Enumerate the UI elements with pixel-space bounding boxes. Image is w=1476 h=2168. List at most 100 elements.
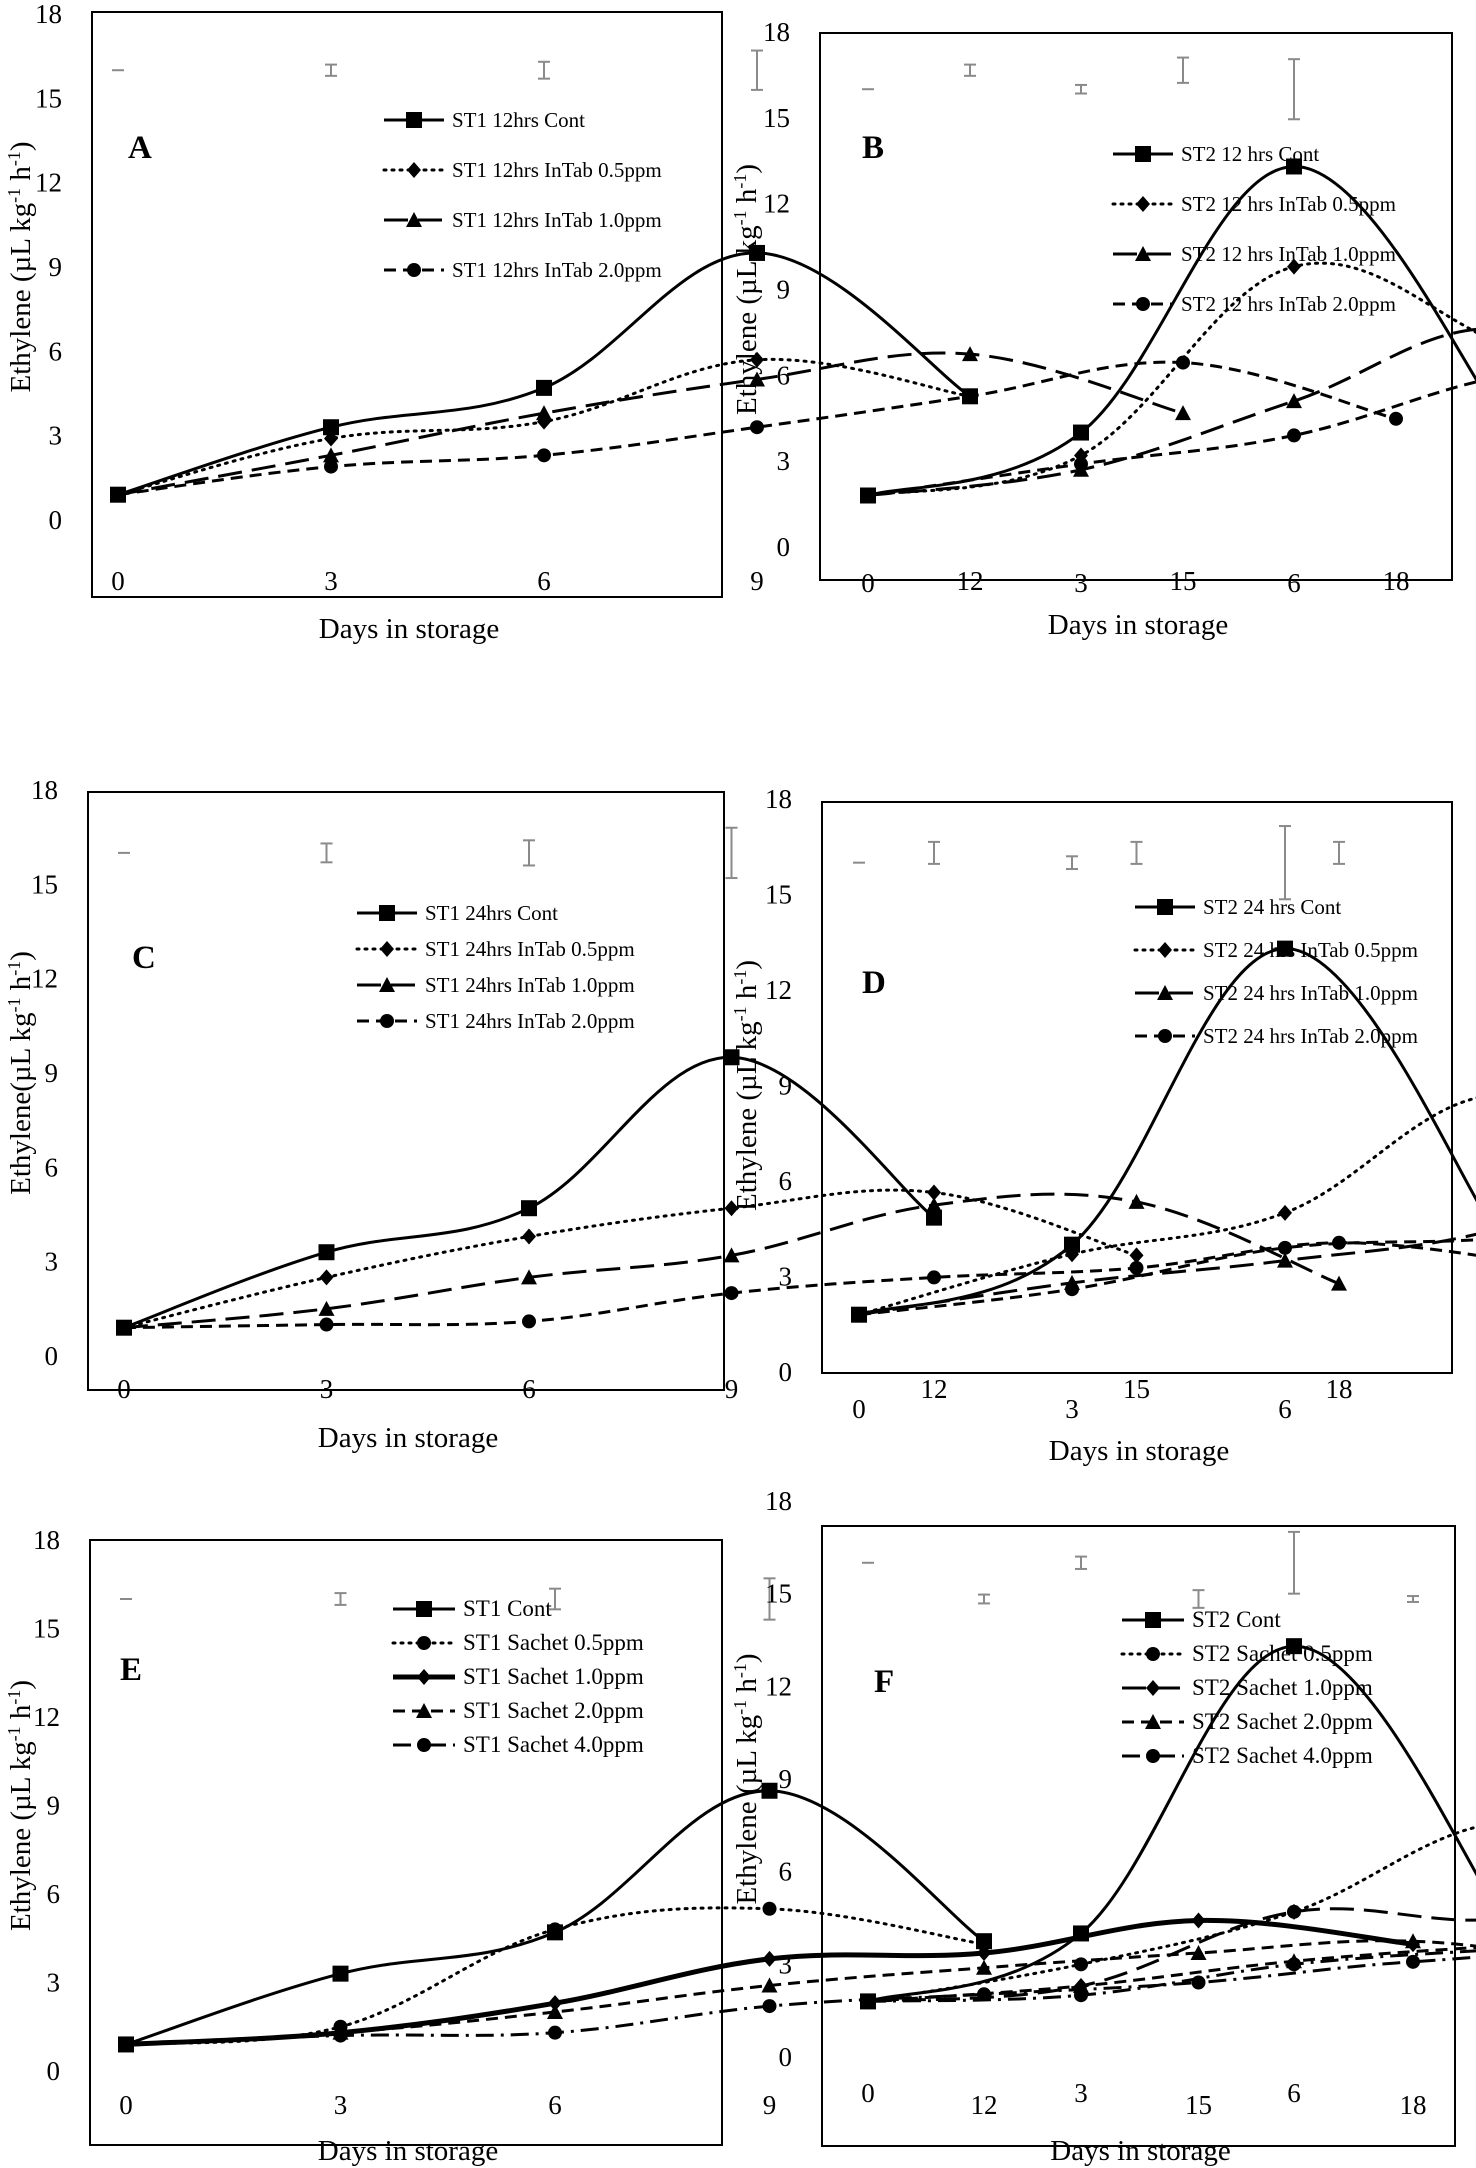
y-axis-title-part: -1	[730, 174, 750, 189]
x-tick-label: 3	[324, 566, 338, 596]
panel-label: B	[862, 130, 884, 166]
error-bar	[334, 1592, 347, 1606]
data-point	[521, 1269, 537, 1285]
y-tick-label: 18	[31, 775, 58, 805]
data-point	[723, 1247, 740, 1263]
y-axis-title-part: )	[731, 960, 763, 970]
y-axis-title-part: Ethylene (µL kg	[731, 1715, 763, 1905]
series-line	[117, 351, 1184, 497]
data-point	[762, 1901, 777, 1916]
error-bar	[1407, 1595, 1419, 1603]
data-point	[521, 1200, 537, 1217]
data-point	[977, 1945, 991, 1961]
y-tick-label: 6	[779, 1857, 793, 1887]
legend-label: ST2 24 hrs InTab 1.0ppm	[1203, 981, 1418, 1005]
panel-label: E	[120, 1652, 142, 1688]
data-point	[1129, 1247, 1144, 1264]
data-point	[332, 1965, 349, 1982]
legend-entry: ST1 12hrs Cont	[384, 108, 585, 132]
series-line	[867, 1946, 1476, 2003]
data-point	[548, 2025, 562, 2040]
data-point	[724, 1286, 739, 1301]
legend-marker	[1158, 942, 1172, 958]
y-tick-label: 9	[47, 1791, 61, 1821]
series-line	[122, 1188, 1138, 1330]
data-point	[1065, 1282, 1079, 1297]
legend-marker	[406, 212, 422, 227]
error-bar	[1192, 1589, 1205, 1609]
data-point	[319, 1269, 334, 1286]
legend-entry: ST2 Sachet 0.5ppm	[1120, 1641, 1373, 1666]
data-point	[1277, 940, 1293, 957]
data-point	[319, 1317, 334, 1332]
y-axis-title-part: -1	[730, 1663, 750, 1678]
legend-marker	[416, 1703, 432, 1718]
y-tick-label: 3	[45, 1247, 59, 1277]
legend-label: ST2 Sachet 1.0ppm	[1192, 1675, 1373, 1700]
data-point	[1286, 1638, 1302, 1655]
legend-entry: ST2 24 hrs Cont	[1135, 895, 1341, 919]
y-tick-label: 15	[765, 880, 792, 910]
legend-marker	[1146, 1680, 1160, 1696]
y-tick-label: 18	[33, 1525, 60, 1555]
legend-entry: ST2 12 hrs Cont	[1113, 142, 1319, 166]
legend-entry: ST2 12 hrs InTab 2.0ppm	[1113, 292, 1396, 316]
series-line	[867, 380, 1476, 497]
x-tick-label: 3	[1074, 2078, 1088, 2108]
y-tick-label: 3	[779, 1262, 793, 1292]
y-axis-title-part: )	[731, 164, 763, 174]
series-line	[123, 1241, 1476, 1330]
plot-frame	[89, 1539, 723, 2146]
y-axis-title: Ethylene (µL kg-1 h-1)	[4, 1680, 37, 1931]
panel-label: C	[132, 940, 156, 976]
y-tick-label: 3	[47, 1968, 61, 1998]
x-tick-label: 9	[750, 566, 764, 596]
data-point	[852, 1307, 866, 1322]
error-bar	[763, 1577, 776, 1621]
data-point	[1406, 1954, 1420, 1969]
y-tick-label: 0	[779, 1357, 793, 1387]
y-axis-title-part: -1	[730, 1006, 750, 1021]
x-tick-label: 0	[117, 1374, 131, 1404]
y-tick-label: 3	[777, 446, 791, 476]
series-3	[861, 1903, 1476, 2010]
data-point	[976, 1959, 992, 1975]
y-axis-title-part: Ethylene (µL kg	[731, 1021, 763, 1211]
y-tick-label: 3	[779, 1949, 793, 1979]
legend-label: ST2 Sachet 4.0ppm	[1192, 1743, 1373, 1768]
error-bar	[1288, 58, 1300, 121]
data-point	[927, 1184, 941, 1201]
legend-marker	[1136, 297, 1150, 311]
data-point	[762, 1950, 777, 1967]
legend-label: ST2 24 hrs Cont	[1203, 895, 1341, 919]
legend-label: ST2 24 hrs InTab 0.5ppm	[1203, 938, 1418, 962]
legend-label: ST2 12 hrs InTab 1.0ppm	[1181, 242, 1396, 266]
y-tick-label: 15	[763, 103, 790, 133]
error-bar	[978, 1593, 990, 1605]
data-point	[1065, 1246, 1079, 1263]
y-tick-label: 0	[777, 532, 791, 562]
plot-frame	[87, 791, 725, 1391]
error-bar	[1075, 83, 1087, 95]
legend-entry: ST1 24hrs InTab 1.0ppm	[357, 973, 635, 997]
error-bar	[523, 839, 535, 867]
x-tick-label: 6	[537, 566, 551, 596]
series-line	[117, 251, 971, 497]
legend-label: ST1 24hrs InTab 1.0ppm	[425, 973, 635, 997]
x-axis-title: Days in storage	[1048, 609, 1228, 641]
legend-label: ST1 Sachet 1.0ppm	[463, 1664, 644, 1689]
y-tick-label: 9	[777, 275, 791, 305]
data-point	[1287, 1903, 1301, 1920]
y-axis-title: Ethylene (µL kg-1 h-1)	[730, 1654, 763, 1905]
x-tick-label: 18	[1326, 1374, 1353, 1404]
plot-frame	[91, 11, 723, 598]
data-point	[1073, 1977, 1089, 1993]
data-point	[1286, 158, 1302, 175]
error-bar	[725, 826, 738, 880]
series-line	[867, 1644, 1476, 2003]
data-point	[1287, 1957, 1301, 1972]
x-tick-label: 15	[1185, 2090, 1212, 2120]
x-tick-label: 3	[320, 1374, 334, 1404]
y-tick-label: 0	[45, 1341, 59, 1371]
y-tick-label: 6	[777, 360, 791, 390]
